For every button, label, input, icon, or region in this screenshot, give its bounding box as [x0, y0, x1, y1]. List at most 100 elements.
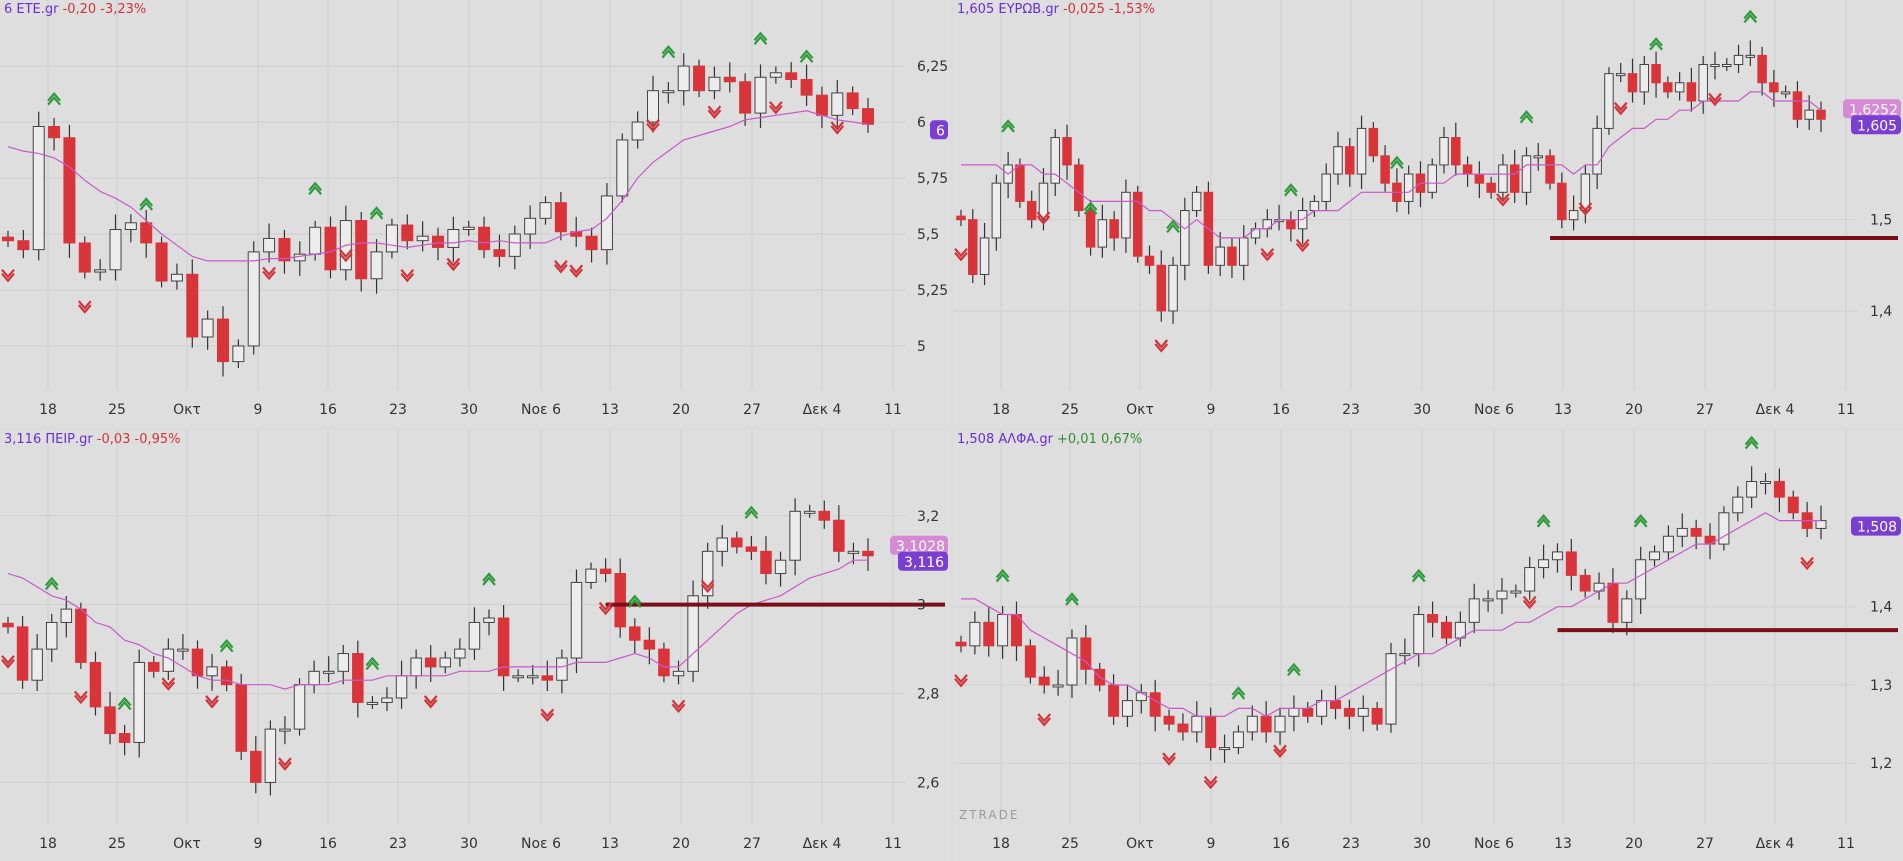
- up-signal-arrow: [1743, 9, 1758, 24]
- candle-body: [1097, 219, 1108, 248]
- x-tick-label: Νοε 6: [1474, 836, 1514, 852]
- candle: [600, 183, 613, 265]
- candle: [416, 221, 429, 252]
- down-signal-arrow: [1, 655, 15, 669]
- candle-body: [17, 240, 30, 251]
- down-signal-arrow: [1578, 202, 1593, 216]
- candle-body: [2, 236, 14, 242]
- candle: [1026, 190, 1037, 229]
- change-label: -0,025 -1,53%: [1062, 2, 1155, 17]
- candle-body: [955, 641, 967, 647]
- candle: [462, 220, 475, 236]
- y-tick-label: 5,25: [917, 283, 948, 299]
- x-tick-label: 25: [1061, 402, 1079, 418]
- candle: [1760, 472, 1772, 495]
- x-tick-label: Οκτ: [173, 836, 201, 852]
- candle: [1203, 181, 1214, 274]
- candle-body: [1524, 567, 1536, 592]
- candle-body: [1357, 707, 1369, 717]
- candle: [1674, 72, 1685, 101]
- x-tick-label: 30: [1413, 836, 1431, 852]
- candle: [760, 536, 772, 585]
- candle-body: [1615, 73, 1626, 77]
- chart-svg: 1,5 1,4 18 25 Οκτ 9 16 23 30 Νοε 6 13 20 27 Δεκ 4 11 1,…: [953, 0, 1901, 418]
- candle: [1062, 124, 1072, 180]
- candle-body: [497, 617, 510, 677]
- chart-panel-eyrob[interactable]: 1,5 1,4 18 25 Οκτ 9 16 23 30 Νοε 6 13 20 27 Δεκ 4 11 1,…: [953, 0, 1903, 427]
- y-axis: 6,25 6 5,75 5,5 5,25 5: [917, 59, 948, 355]
- candle-body: [1593, 582, 1605, 592]
- down-signal-arrow: [161, 677, 176, 691]
- candle: [1097, 204, 1108, 258]
- candle: [585, 227, 598, 263]
- up-signal-arrow: [1287, 662, 1301, 677]
- candle-body: [512, 675, 524, 679]
- x-tick-label: Νοε 6: [521, 836, 561, 852]
- candle-body: [968, 219, 978, 275]
- x-tick-label: 23: [389, 836, 407, 852]
- candle: [1050, 128, 1060, 196]
- price-tag-secondary-bg: [1843, 99, 1901, 119]
- candle: [206, 653, 218, 691]
- candle-body: [1627, 73, 1638, 93]
- candle-body: [1498, 164, 1508, 193]
- candle: [677, 53, 690, 106]
- x-axis: 18 25 Οκτ 9 16 23 30 Νοε 6 13 20 27 Δεκ 4 11: [992, 836, 1855, 852]
- candle-body: [1024, 645, 1036, 678]
- candle: [45, 613, 58, 663]
- candle-body: [1690, 527, 1702, 537]
- candle: [983, 607, 995, 657]
- candle: [337, 644, 350, 685]
- down-signal-arrow: [1260, 247, 1275, 262]
- x-tick-label: 18: [39, 402, 57, 418]
- candle-body: [1356, 127, 1367, 175]
- down-signal-arrow: [262, 266, 276, 281]
- x-tick-label: 25: [1061, 836, 1079, 852]
- candle-body: [235, 684, 247, 752]
- candle: [424, 645, 437, 683]
- candle: [1024, 639, 1036, 684]
- candle: [1227, 238, 1237, 279]
- candle-body: [1773, 480, 1785, 498]
- candle-body: [478, 226, 491, 251]
- candle: [1579, 568, 1591, 598]
- candle-body: [247, 251, 260, 347]
- candle: [1415, 161, 1426, 208]
- candle: [1545, 149, 1555, 190]
- candle-body: [1238, 237, 1249, 266]
- down-signal-arrow: [1496, 193, 1510, 207]
- panel-header: 1,605 ΕΥΡΩΒ.gr -0,025 -1,53%: [957, 2, 1155, 17]
- candle-body: [1496, 590, 1508, 600]
- x-tick-label: 23: [1342, 836, 1360, 852]
- candle-body: [1769, 82, 1779, 93]
- candle: [585, 562, 597, 589]
- x-tick-label: 27: [1696, 402, 1714, 418]
- candle: [1274, 707, 1286, 745]
- candle: [1627, 58, 1638, 103]
- candle: [1238, 225, 1249, 281]
- candle-body: [803, 510, 816, 514]
- down-signal-arrow: [400, 268, 415, 283]
- candle: [1498, 154, 1508, 201]
- chart-panel-peir[interactable]: 3,2 3 2,8 2,6 18 25 Οκτ 9 16 23 30 Νοε 6 13 20 27 Δεκ 4…: [0, 430, 950, 861]
- candle: [1330, 685, 1342, 720]
- candles: [2, 498, 874, 796]
- up-signal-arrow: [369, 206, 384, 220]
- candle-body: [526, 675, 539, 679]
- candle: [2, 230, 14, 248]
- candle: [1607, 568, 1619, 634]
- down-signal-arrow: [1203, 775, 1218, 790]
- candle-body: [1732, 496, 1744, 514]
- candle-body: [1780, 91, 1791, 95]
- candle: [708, 66, 721, 100]
- candle-body: [716, 537, 728, 552]
- grid: [953, 430, 1858, 824]
- candle: [1333, 131, 1343, 185]
- candle: [862, 538, 874, 571]
- candle-body: [831, 92, 844, 116]
- up-signal-arrow: [1001, 119, 1015, 133]
- chart-panel-ete[interactable]: 6,25 6 5,75 5,5 5,25 5 18 25 Οκτ 9 16 23 30 Νοε 6 13 20…: [0, 0, 950, 427]
- x-axis: 18 25 Οκτ 9 16 23 30 Νοε 6 13 20 27 Δεκ 4 11: [39, 402, 902, 418]
- x-tick-label: 16: [1272, 836, 1290, 852]
